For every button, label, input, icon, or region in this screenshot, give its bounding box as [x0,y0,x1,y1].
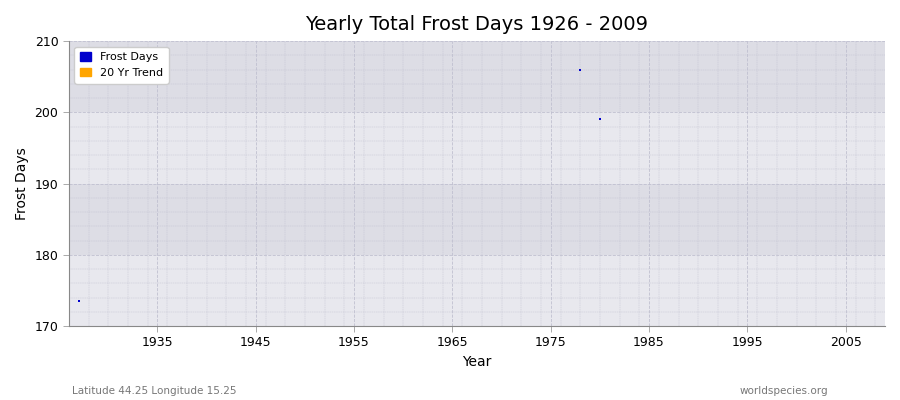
Bar [68,41,885,112]
Legend: Frost Days, 20 Yr Trend: Frost Days, 20 Yr Trend [75,47,168,84]
Point [573,66,588,73]
Bar [68,112,885,184]
Title: Yearly Total Frost Days 1926 - 2009: Yearly Total Frost Days 1926 - 2009 [305,15,648,34]
Bar [68,255,885,326]
Point [592,116,607,123]
Point [71,298,86,304]
Bar [68,184,885,255]
Text: Latitude 44.25 Longitude 15.25: Latitude 44.25 Longitude 15.25 [72,386,237,396]
X-axis label: Year: Year [463,355,491,369]
Text: worldspecies.org: worldspecies.org [740,386,828,396]
Y-axis label: Frost Days: Frost Days [15,147,29,220]
